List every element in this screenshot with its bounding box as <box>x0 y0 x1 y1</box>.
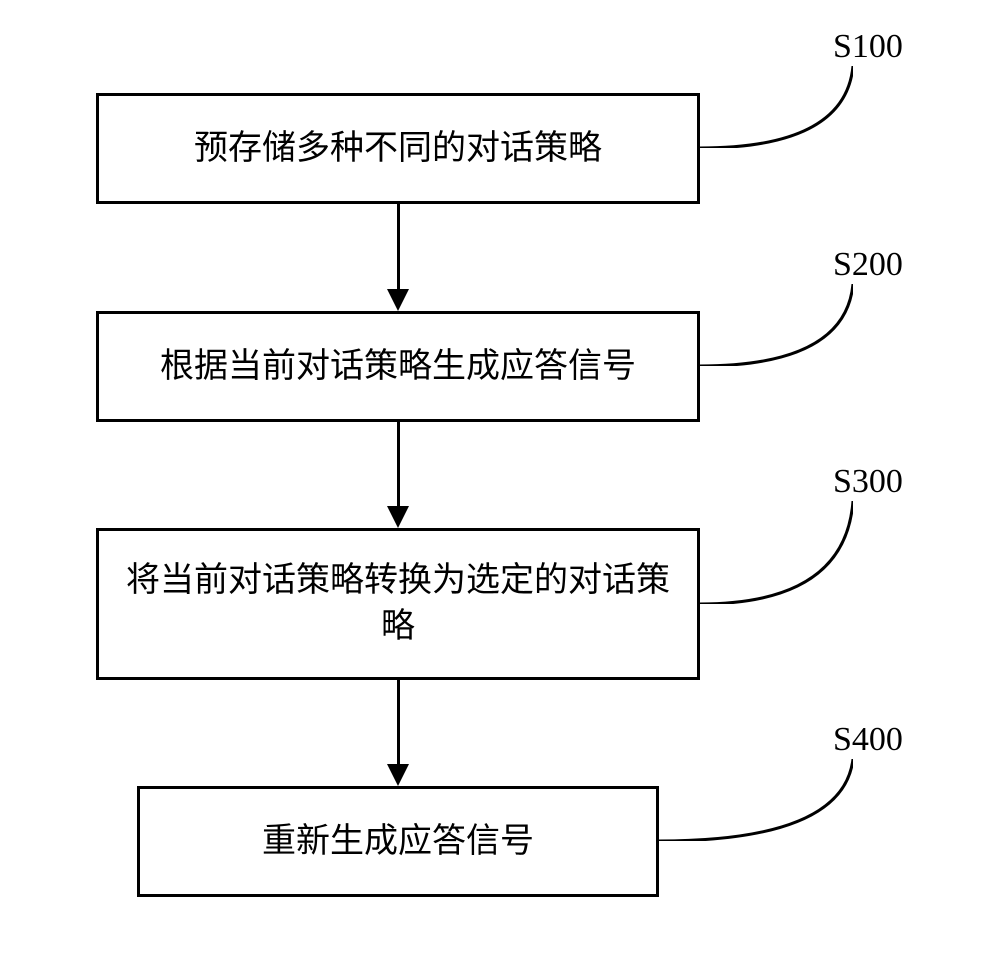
connector-curve <box>659 759 853 841</box>
flow-box-text: 根据当前对话策略生成应答信号 <box>160 344 636 390</box>
step-label-l300: S300 <box>833 463 903 501</box>
flow-box-text: 将当前对话策略转换为选定的对话策略 <box>126 558 670 650</box>
arrow-head-icon <box>387 289 409 311</box>
step-label-l100: S100 <box>833 28 903 66</box>
flow-box-s300: 将当前对话策略转换为选定的对话策略 <box>96 528 700 680</box>
flow-box-s400: 重新生成应答信号 <box>137 786 659 897</box>
flow-box-s200: 根据当前对话策略生成应答信号 <box>96 311 700 422</box>
step-label-l200: S200 <box>833 246 903 284</box>
arrow-line <box>397 422 400 508</box>
arrow-head-icon <box>387 506 409 528</box>
arrow-head-icon <box>387 764 409 786</box>
arrow-line <box>397 680 400 766</box>
arrow-line <box>397 204 400 291</box>
flow-box-text: 重新生成应答信号 <box>262 819 534 865</box>
connector-curve <box>700 284 853 366</box>
flow-box-text: 预存储多种不同的对话策略 <box>194 126 602 172</box>
step-label-l400: S400 <box>833 721 903 759</box>
connector-curve <box>700 501 853 604</box>
connector-curve <box>700 66 853 148</box>
flow-box-s100: 预存储多种不同的对话策略 <box>96 93 700 204</box>
